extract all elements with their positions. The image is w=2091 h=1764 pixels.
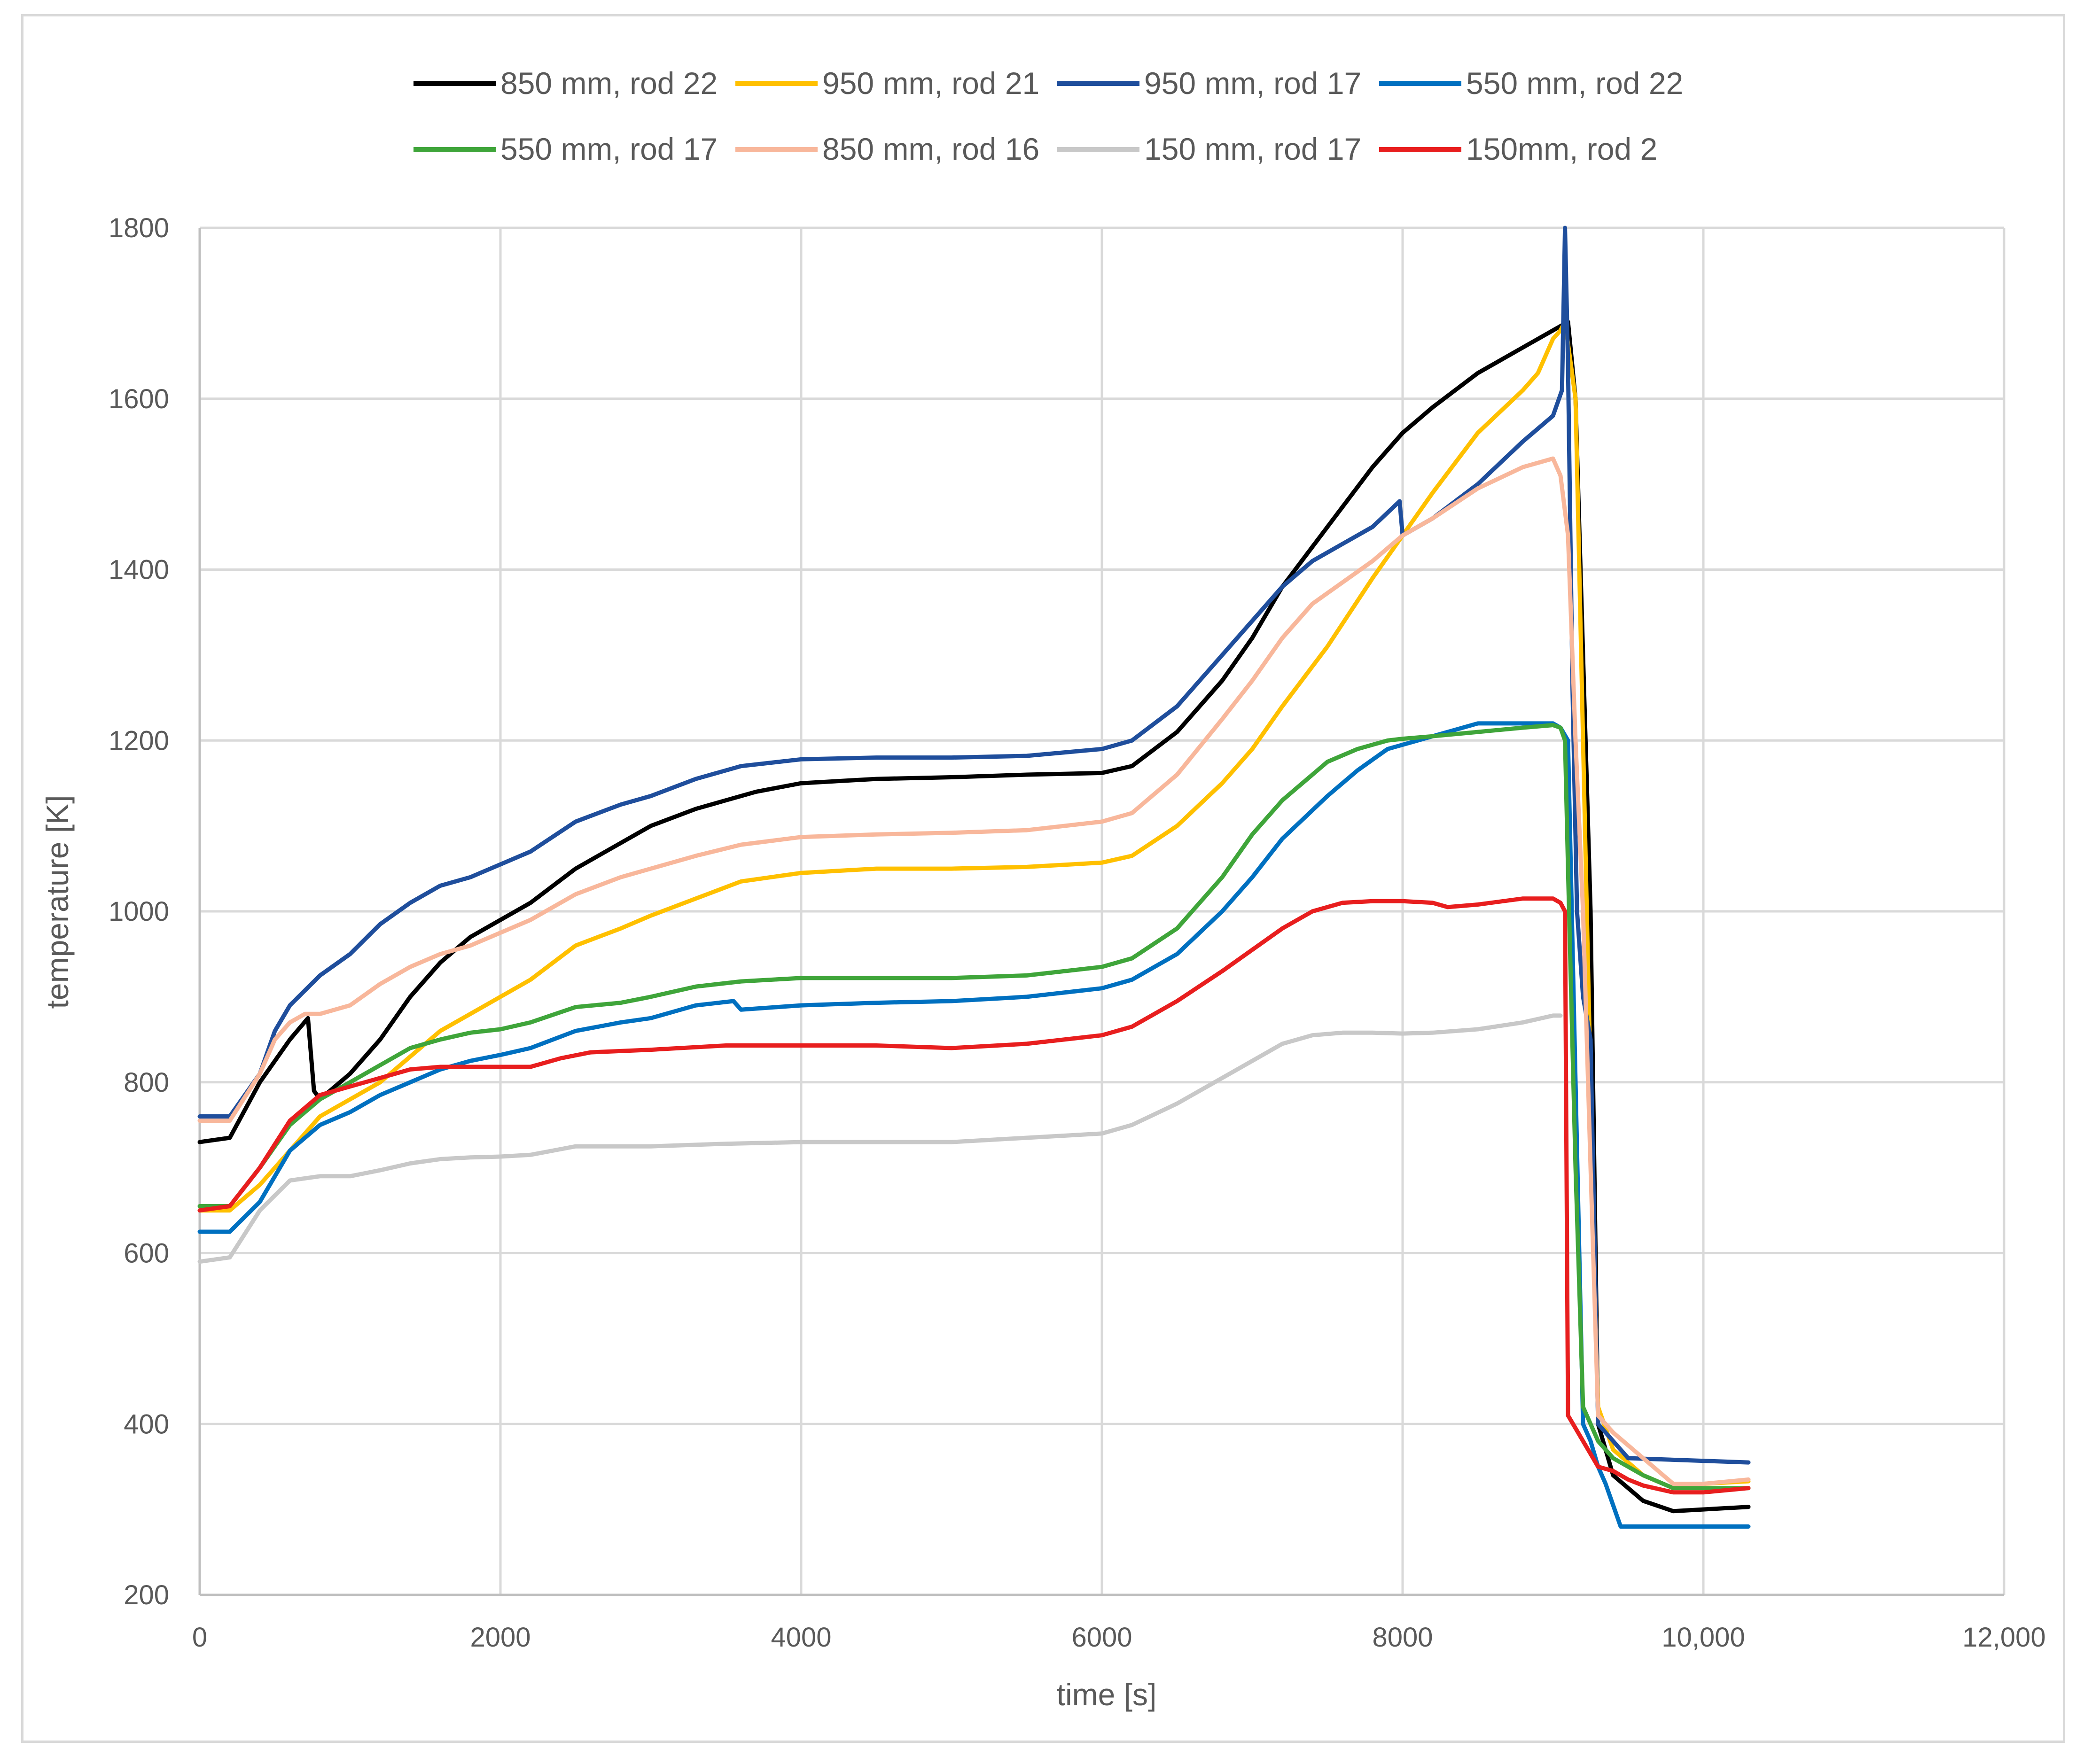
- legend-item: 550 mm, rod 17: [414, 132, 718, 166]
- legend-item: 950 mm, rod 17: [1057, 66, 1361, 101]
- y-tick-label: 1400: [109, 555, 169, 585]
- legend-label: 850 mm, rod 16: [822, 132, 1039, 166]
- series-line-7: [197, 1013, 1563, 1264]
- series-line-1: [197, 319, 1751, 1514]
- legend-label: 850 mm, rod 22: [500, 66, 718, 101]
- legend-item: 850 mm, rod 22: [414, 66, 718, 101]
- x-tick-label: 10,000: [1662, 1622, 1745, 1653]
- legend-label: 950 mm, rod 21: [822, 66, 1039, 101]
- y-tick-label: 800: [124, 1067, 169, 1098]
- legend-label: 150 mm, rod 17: [1144, 132, 1361, 166]
- legend-label: 950 mm, rod 17: [1144, 66, 1361, 101]
- legend-item: 550 mm, rod 22: [1379, 66, 1683, 101]
- x-axis-title: time [s]: [1057, 1677, 1157, 1712]
- y-tick-label: 400: [124, 1409, 169, 1439]
- y-tick-label: 1000: [109, 896, 169, 927]
- legend-label: 550 mm, rod 17: [500, 132, 718, 166]
- x-tick-label: 8000: [1372, 1622, 1433, 1653]
- series-line-4: [197, 721, 1751, 1529]
- axes: 200 400 600 800 1000 1200 1400 1600 1800 0 2000 400…: [109, 213, 2046, 1653]
- series-line-8: [197, 896, 1751, 1495]
- data-series: [197, 225, 1751, 1529]
- legend-label: 550 mm, rod 22: [1466, 66, 1683, 101]
- x-tick-label: 4000: [771, 1622, 831, 1653]
- legend-item: 150mm, rod 2: [1379, 132, 1657, 166]
- y-tick-label: 1800: [109, 213, 169, 243]
- series-line-5: [197, 723, 1751, 1491]
- series-line-2: [197, 319, 1751, 1491]
- series-line-3: [197, 225, 1751, 1465]
- x-tick-label: 2000: [470, 1622, 531, 1653]
- y-tick-label: 1200: [109, 725, 169, 756]
- legend-item: 150 mm, rod 17: [1057, 132, 1361, 166]
- x-tick-label: 12,000: [1962, 1622, 2045, 1653]
- y-tick-label: 1600: [109, 384, 169, 414]
- gridlines: [198, 226, 2005, 1596]
- y-axis-title: temperature [K]: [40, 795, 75, 1009]
- series-line-6: [197, 456, 1751, 1486]
- x-tick-label: 6000: [1071, 1622, 1132, 1653]
- legend-label: 150mm, rod 2: [1466, 132, 1657, 166]
- chart-frame: [21, 14, 2065, 1743]
- y-tick-label: 200: [124, 1580, 169, 1610]
- legend-item: 850 mm, rod 16: [735, 132, 1039, 166]
- x-tick-label: 0: [192, 1622, 207, 1653]
- y-tick-label: 600: [124, 1238, 169, 1269]
- legend-item: 950 mm, rod 21: [735, 66, 1039, 101]
- legend: 850 mm, rod 22 950 mm, rod 21 950 mm, rod …: [414, 66, 1683, 166]
